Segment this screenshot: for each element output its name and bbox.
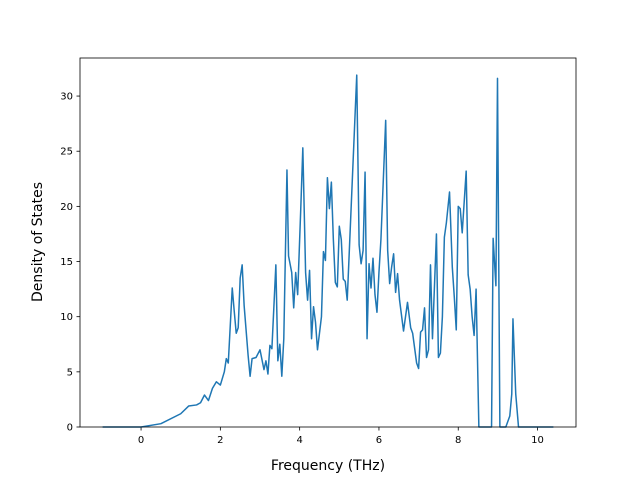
x-axis-label: Frequency (THz) (271, 458, 385, 474)
x-tick-label: 6 (376, 435, 382, 446)
x-tick-label: 2 (217, 435, 223, 446)
y-tick-label: 20 (60, 202, 73, 213)
x-tick-label: 10 (531, 435, 544, 446)
x-tick-label: 0 (138, 435, 144, 446)
y-tick-label: 10 (60, 312, 73, 323)
y-tick-label: 5 (67, 367, 73, 378)
y-tick-label: 30 (60, 92, 73, 103)
line (102, 74, 554, 428)
y-axis-label: Density of States (30, 182, 46, 302)
plot-frame (79, 57, 577, 428)
x-tick-label: 8 (455, 435, 461, 446)
y-tick-label: 0 (67, 423, 73, 434)
x-tick-label: 4 (296, 435, 302, 446)
y-tick-label: 15 (60, 257, 73, 268)
y-tick-label: 25 (60, 147, 73, 158)
